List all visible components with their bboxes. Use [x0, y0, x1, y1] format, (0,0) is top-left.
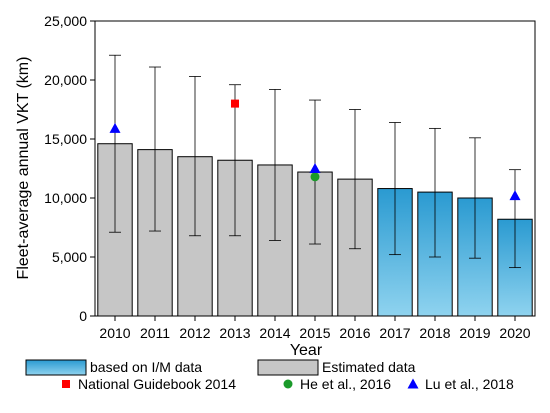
legend-item: Lu et al., 2018 [407, 376, 514, 392]
legend-label: Estimated data [322, 359, 416, 375]
x-tick-label: 2013 [219, 325, 250, 341]
legend: based on I/M data Estimated data National … [25, 359, 514, 392]
point-triangle-2010 [109, 122, 121, 133]
y-tick-label: 0 [79, 308, 87, 324]
error-bar-2011 [149, 66, 161, 232]
y-tick-label: 15,000 [44, 131, 87, 147]
point-triangle-2015 [309, 163, 321, 173]
point-square-2013 [231, 99, 239, 108]
error-bar-2019 [469, 137, 481, 259]
error-bar-2012 [189, 76, 201, 237]
error-bar-2014 [269, 89, 281, 241]
y-tick-label: 5,000 [52, 249, 87, 265]
legend-label: Lu et al., 2018 [425, 376, 514, 392]
x-tick-label: 2017 [379, 325, 410, 341]
legend-item: based on I/M data [25, 359, 202, 376]
legend-item: He et al., 2016 [283, 376, 391, 392]
x-tick-label: 2011 [140, 325, 170, 341]
x-tick-label: 2019 [459, 325, 490, 341]
legend-item: Estimated data [257, 359, 416, 376]
error-bar-2020 [509, 169, 521, 269]
y-axis-label: Fleet-average annual VKT (km) [15, 57, 32, 280]
axes-layer: 0 5,000 10,000 15,000 20,000 25,000 2010 2011 20… [44, 13, 536, 341]
error-bar-2017 [389, 122, 401, 256]
legend-marker-square [62, 380, 70, 388]
error-bar-2013 [229, 84, 241, 237]
error-bar-2016 [349, 109, 361, 250]
legend-item: National Guidebook 2014 [62, 376, 236, 392]
legend-label: National Guidebook 2014 [78, 376, 236, 392]
legend-label: He et al., 2016 [300, 376, 391, 392]
x-tick-label: 2018 [419, 325, 450, 341]
x-tick-label: 2016 [339, 325, 370, 341]
legend-label: based on I/M data [90, 359, 202, 375]
x-tick-label: 2012 [179, 325, 210, 341]
point-circle-2015 [310, 172, 320, 182]
legend-marker-triangle [407, 378, 419, 389]
legend-marker-circle [283, 379, 293, 389]
x-axis-label: Year [290, 342, 323, 359]
x-tick-label: 2010 [99, 325, 130, 341]
y-tick-label: 20,000 [44, 72, 87, 88]
x-tick-label: 2020 [499, 325, 530, 341]
y-tick-label: 25,000 [44, 13, 87, 29]
legend-swatch [257, 359, 319, 376]
legend-swatch [25, 359, 87, 376]
error-bar-2018 [429, 127, 441, 258]
error-bar-2010 [109, 54, 121, 233]
y-tick-label: 10,000 [44, 190, 87, 206]
bar-2013 [217, 159, 253, 317]
x-tick-label: 2014 [259, 325, 290, 341]
reference-points-layer [109, 99, 521, 201]
x-tick-label: 2015 [299, 325, 330, 341]
point-triangle-2020 [509, 190, 521, 201]
